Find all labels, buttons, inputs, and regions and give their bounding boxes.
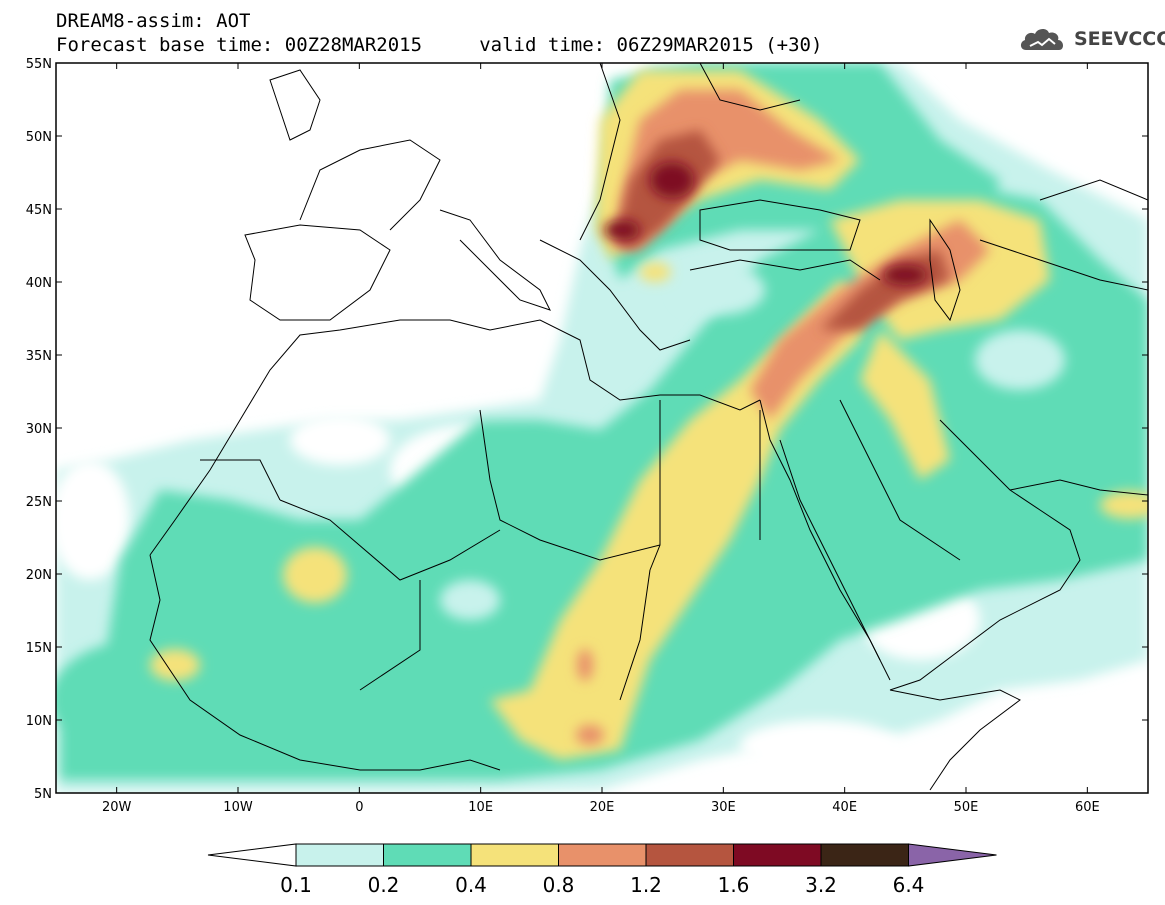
- lat-tick-label: 5N: [34, 787, 52, 802]
- colorbar-swatch: [733, 843, 822, 867]
- lon-tick-label: 20E: [590, 800, 615, 815]
- lat-tick-label: 10N: [26, 714, 52, 729]
- colorbar-swatch: [558, 843, 647, 867]
- seevccc-logo: SEEVCCC: [1018, 24, 1165, 54]
- colorbar-label: 1.2: [630, 873, 662, 897]
- colorbar-label: 1.6: [718, 873, 750, 897]
- colorbar-label: 3.2: [805, 873, 837, 897]
- lon-tick-label: 60E: [1075, 800, 1100, 815]
- longitude-axis: 20W 10W 0 10E 20E 30E 40E 50E 60E: [102, 63, 1100, 815]
- lat-tick-label: 45N: [26, 203, 52, 218]
- cloud-icon: [1020, 28, 1064, 50]
- colorbar-label: 0.8: [543, 873, 575, 897]
- map-title: DREAM8-assim: AOT: [56, 10, 251, 32]
- coastlines: [149, 63, 1148, 791]
- colorbar-swatch: [470, 843, 559, 867]
- colorbar-label: 6.4: [893, 873, 925, 897]
- forecast-time-subtitle: Forecast base time: 00Z28MAR2015 valid t…: [56, 34, 823, 56]
- lon-tick-label: 30E: [711, 800, 736, 815]
- lon-tick-label: 0: [355, 800, 363, 815]
- lat-tick-label: 50N: [26, 130, 52, 145]
- colorbar-label: 0.2: [368, 873, 400, 897]
- lat-tick-label: 20N: [26, 568, 52, 583]
- colorbar-swatch: [295, 843, 384, 867]
- lat-tick-label: 55N: [26, 57, 52, 72]
- lon-tick-label: 10W: [223, 800, 253, 815]
- colorbar-swatch: [383, 843, 472, 867]
- lat-tick-label: 40N: [26, 276, 52, 291]
- colorbar-label: 0.1: [280, 873, 312, 897]
- lat-tick-label: 15N: [26, 641, 52, 656]
- colorbar-swatch: [820, 843, 909, 867]
- latitude-axis: 55N 50N 45N 40N 35N 30N 25N 20N 15N 10N 5N: [26, 57, 1148, 802]
- lat-tick-label: 30N: [26, 422, 52, 437]
- lon-tick-label: 50E: [954, 800, 979, 815]
- lon-tick-label: 40E: [832, 800, 857, 815]
- lat-tick-label: 35N: [26, 349, 52, 364]
- colorbar-label: 0.4: [455, 873, 487, 897]
- aot-field: [56, 63, 1148, 793]
- colorbar-legend: 0.1 0.2 0.4 0.8 1.2 1.6 3.2 6.4: [207, 843, 997, 897]
- colorbar-over-triangle: [908, 843, 997, 867]
- colorbar-swatch: [645, 843, 734, 867]
- lat-tick-label: 25N: [26, 495, 52, 510]
- logo-text: SEEVCCC: [1074, 28, 1165, 50]
- lon-tick-label: 10E: [468, 800, 493, 815]
- colorbar-under-triangle: [207, 843, 297, 867]
- lon-tick-label: 20W: [102, 800, 132, 815]
